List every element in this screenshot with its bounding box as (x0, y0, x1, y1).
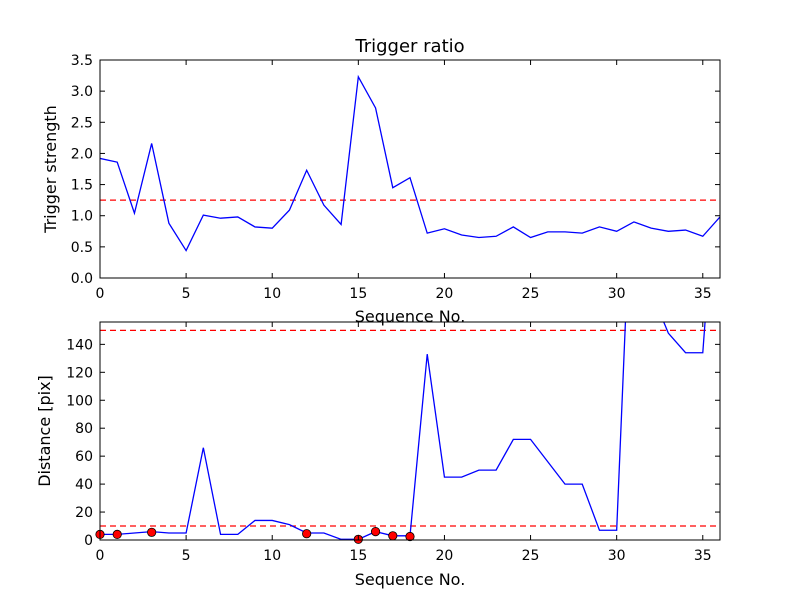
top-x-tick-label: 30 (608, 286, 626, 302)
bottom-plot-area (100, 322, 720, 540)
bottom-marker-point (112, 529, 122, 540)
top-y-tick-label: 1.0 (71, 209, 93, 225)
top-y-tick-label: 3.0 (71, 84, 93, 100)
top-chart-title: Trigger ratio (354, 36, 464, 57)
top-y-tick-label: 0.0 (71, 271, 93, 287)
bottom-y-tick-label: 100 (66, 393, 93, 409)
bottom-y-tick-label: 60 (75, 449, 93, 465)
bottom-y-tick-label: 0 (84, 533, 93, 549)
bottom-axes-frame (99, 321, 721, 541)
top-x-tick-label: 25 (522, 286, 540, 302)
top-plot-area (100, 60, 720, 278)
bottom-x-tick-label: 5 (182, 548, 191, 564)
top-x-tick-label: 0 (96, 286, 105, 302)
bottom-y-tick-label: 20 (75, 505, 93, 521)
top-x-tick-label: 20 (436, 286, 454, 302)
top-y-axis-label: Trigger strength (41, 105, 60, 234)
top-x-tick-label: 35 (694, 286, 712, 302)
bottom-marker-point (370, 527, 381, 537)
top-x-tick-label: 5 (182, 286, 191, 302)
distance-panel: 0 5 10 15 20 25 30 35 0 20 40 60 80 100 120 140 Sequence… (35, 321, 721, 589)
bottom-x-tick-label: 10 (263, 548, 281, 564)
bottom-y-tick-label: 140 (66, 337, 93, 353)
top-x-tick-label: 10 (263, 286, 281, 302)
bottom-marker-point (147, 527, 157, 537)
top-y-tick-label: 3.5 (71, 53, 93, 69)
bottom-x-tick-label: 0 (96, 548, 105, 564)
top-y-tick-label: 0.5 (71, 240, 93, 256)
bottom-marker-point (388, 531, 398, 541)
bottom-y-axis-label: Distance [pix] (35, 375, 54, 487)
bottom-x-tick-label: 35 (694, 548, 712, 564)
bottom-x-tick-label: 20 (436, 548, 454, 564)
bottom-x-axis-label: Sequence No. (355, 570, 466, 589)
bottom-y-tick-label: 120 (66, 365, 93, 381)
top-series-line-0 (100, 74, 720, 252)
bottom-x-tick-label: 25 (522, 548, 540, 564)
top-x-tick-label: 15 (349, 286, 367, 302)
bottom-x-tick-label: 30 (608, 548, 626, 564)
top-x-axis-label: Sequence No. (355, 307, 466, 326)
bottom-y-tick-label: 40 (75, 477, 93, 493)
bottom-y-tick-label: 80 (75, 421, 93, 437)
bottom-x-tick-label: 15 (349, 548, 367, 564)
top-y-tick-label: 2.5 (71, 115, 93, 131)
top-axes-frame (99, 59, 721, 279)
bottom-marker-point (302, 529, 312, 539)
top-y-tick-label: 1.5 (71, 178, 93, 194)
top-y-tick-label: 2.0 (71, 146, 93, 162)
bottom-marker-point (405, 531, 415, 542)
trigger-ratio-panel: 0 5 10 15 20 25 30 35 0.0 0.5 1.0 1.5 2.0 2.5 3.0 3.5 Tr… (41, 36, 721, 326)
